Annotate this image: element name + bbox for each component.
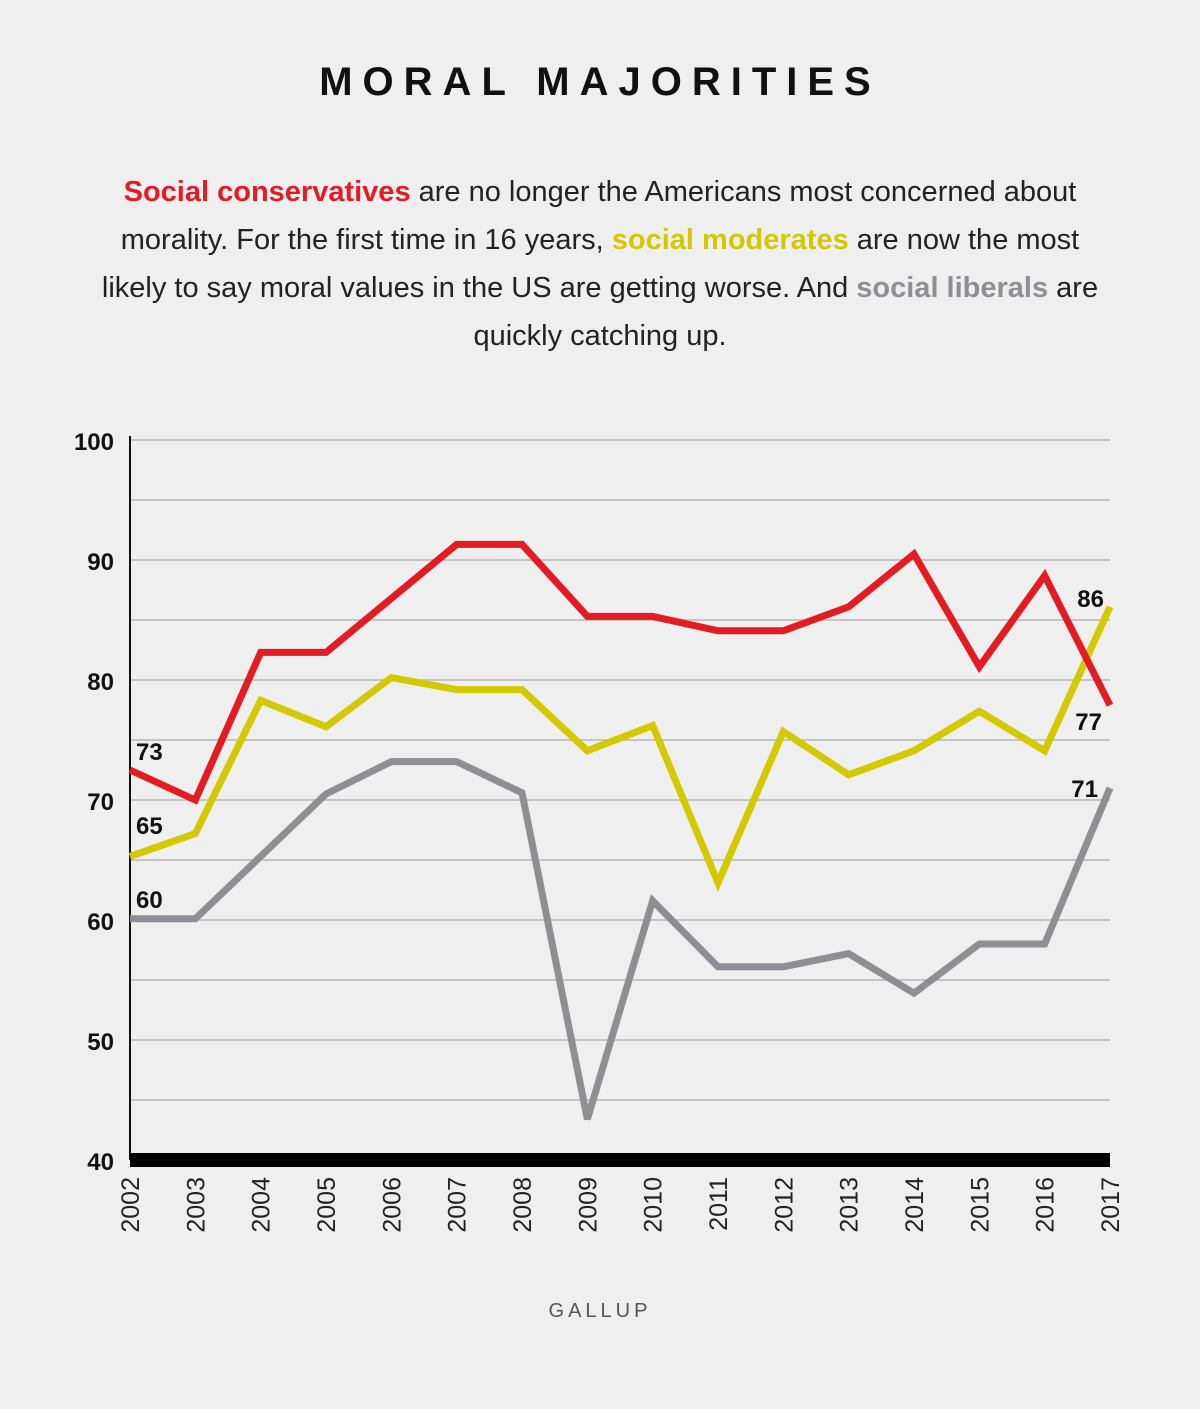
y-tick-label: 70	[87, 789, 114, 816]
y-tick-label: 80	[87, 669, 114, 696]
chart-subtitle: Social conservatives are no longer the A…	[100, 168, 1100, 360]
moderates-data-label: 65	[136, 813, 163, 840]
chart-title: MORAL MAJORITIES	[319, 60, 881, 104]
x-tick-label: 2009	[574, 1177, 602, 1233]
x-tick-label: 2017	[1097, 1177, 1125, 1233]
liberals-highlight: social liberals	[856, 272, 1049, 304]
x-tick-label: 2010	[640, 1177, 668, 1233]
liberals-line	[130, 758, 1114, 1121]
x-tick-label: 2015	[966, 1177, 994, 1233]
gallup-logo: GALLUP	[548, 1300, 652, 1322]
x-tick-label: 2006	[378, 1177, 406, 1233]
x-tick-label: 2013	[836, 1177, 864, 1233]
x-tick-label: 2007	[444, 1177, 472, 1233]
x-tick-label: 2002	[117, 1177, 145, 1233]
x-tick-label: 2016	[1032, 1177, 1060, 1233]
subtitle-text-1: are no longer the Americans most concern…	[120, 176, 1077, 256]
x-tick-label: 2003	[182, 1177, 210, 1233]
subtitle-text-3: are quickly catching up.	[473, 272, 1099, 352]
moderates-line	[128, 605, 1114, 892]
conservatives-highlight: Social conservatives	[123, 176, 411, 208]
x-tick-label: 2012	[770, 1177, 798, 1233]
conservatives-data-label: 77	[1075, 709, 1102, 736]
moderates-highlight: social moderates	[611, 224, 849, 256]
liberals-data-label: 71	[1071, 776, 1098, 803]
y-tick-label: 40	[87, 1149, 114, 1176]
x-tick-label: 2004	[248, 1177, 276, 1233]
x-axis-baseline	[130, 1153, 1110, 1167]
y-tick-label: 60	[87, 909, 114, 936]
y-tick-label: 90	[87, 549, 114, 576]
y-tick-label: 100	[74, 429, 114, 456]
conservatives-line	[128, 540, 1114, 805]
y-tick-label: 50	[87, 1029, 114, 1056]
x-tick-label: 2005	[313, 1177, 341, 1233]
x-tick-label: 2008	[509, 1177, 537, 1233]
moderates-data-label: 86	[1077, 586, 1104, 613]
line-chart: 40 50 60 70 80 90 100 2002 2003 2004 2005 2006 2007 2…	[74, 429, 1125, 1233]
x-tick-label: 2014	[901, 1177, 929, 1233]
liberals-data-label: 60	[136, 887, 163, 914]
subtitle-text-2: are now the most likely to say moral val…	[101, 224, 1080, 304]
conservatives-data-label: 73	[136, 739, 163, 766]
x-tick-label: 2011	[705, 1177, 733, 1231]
